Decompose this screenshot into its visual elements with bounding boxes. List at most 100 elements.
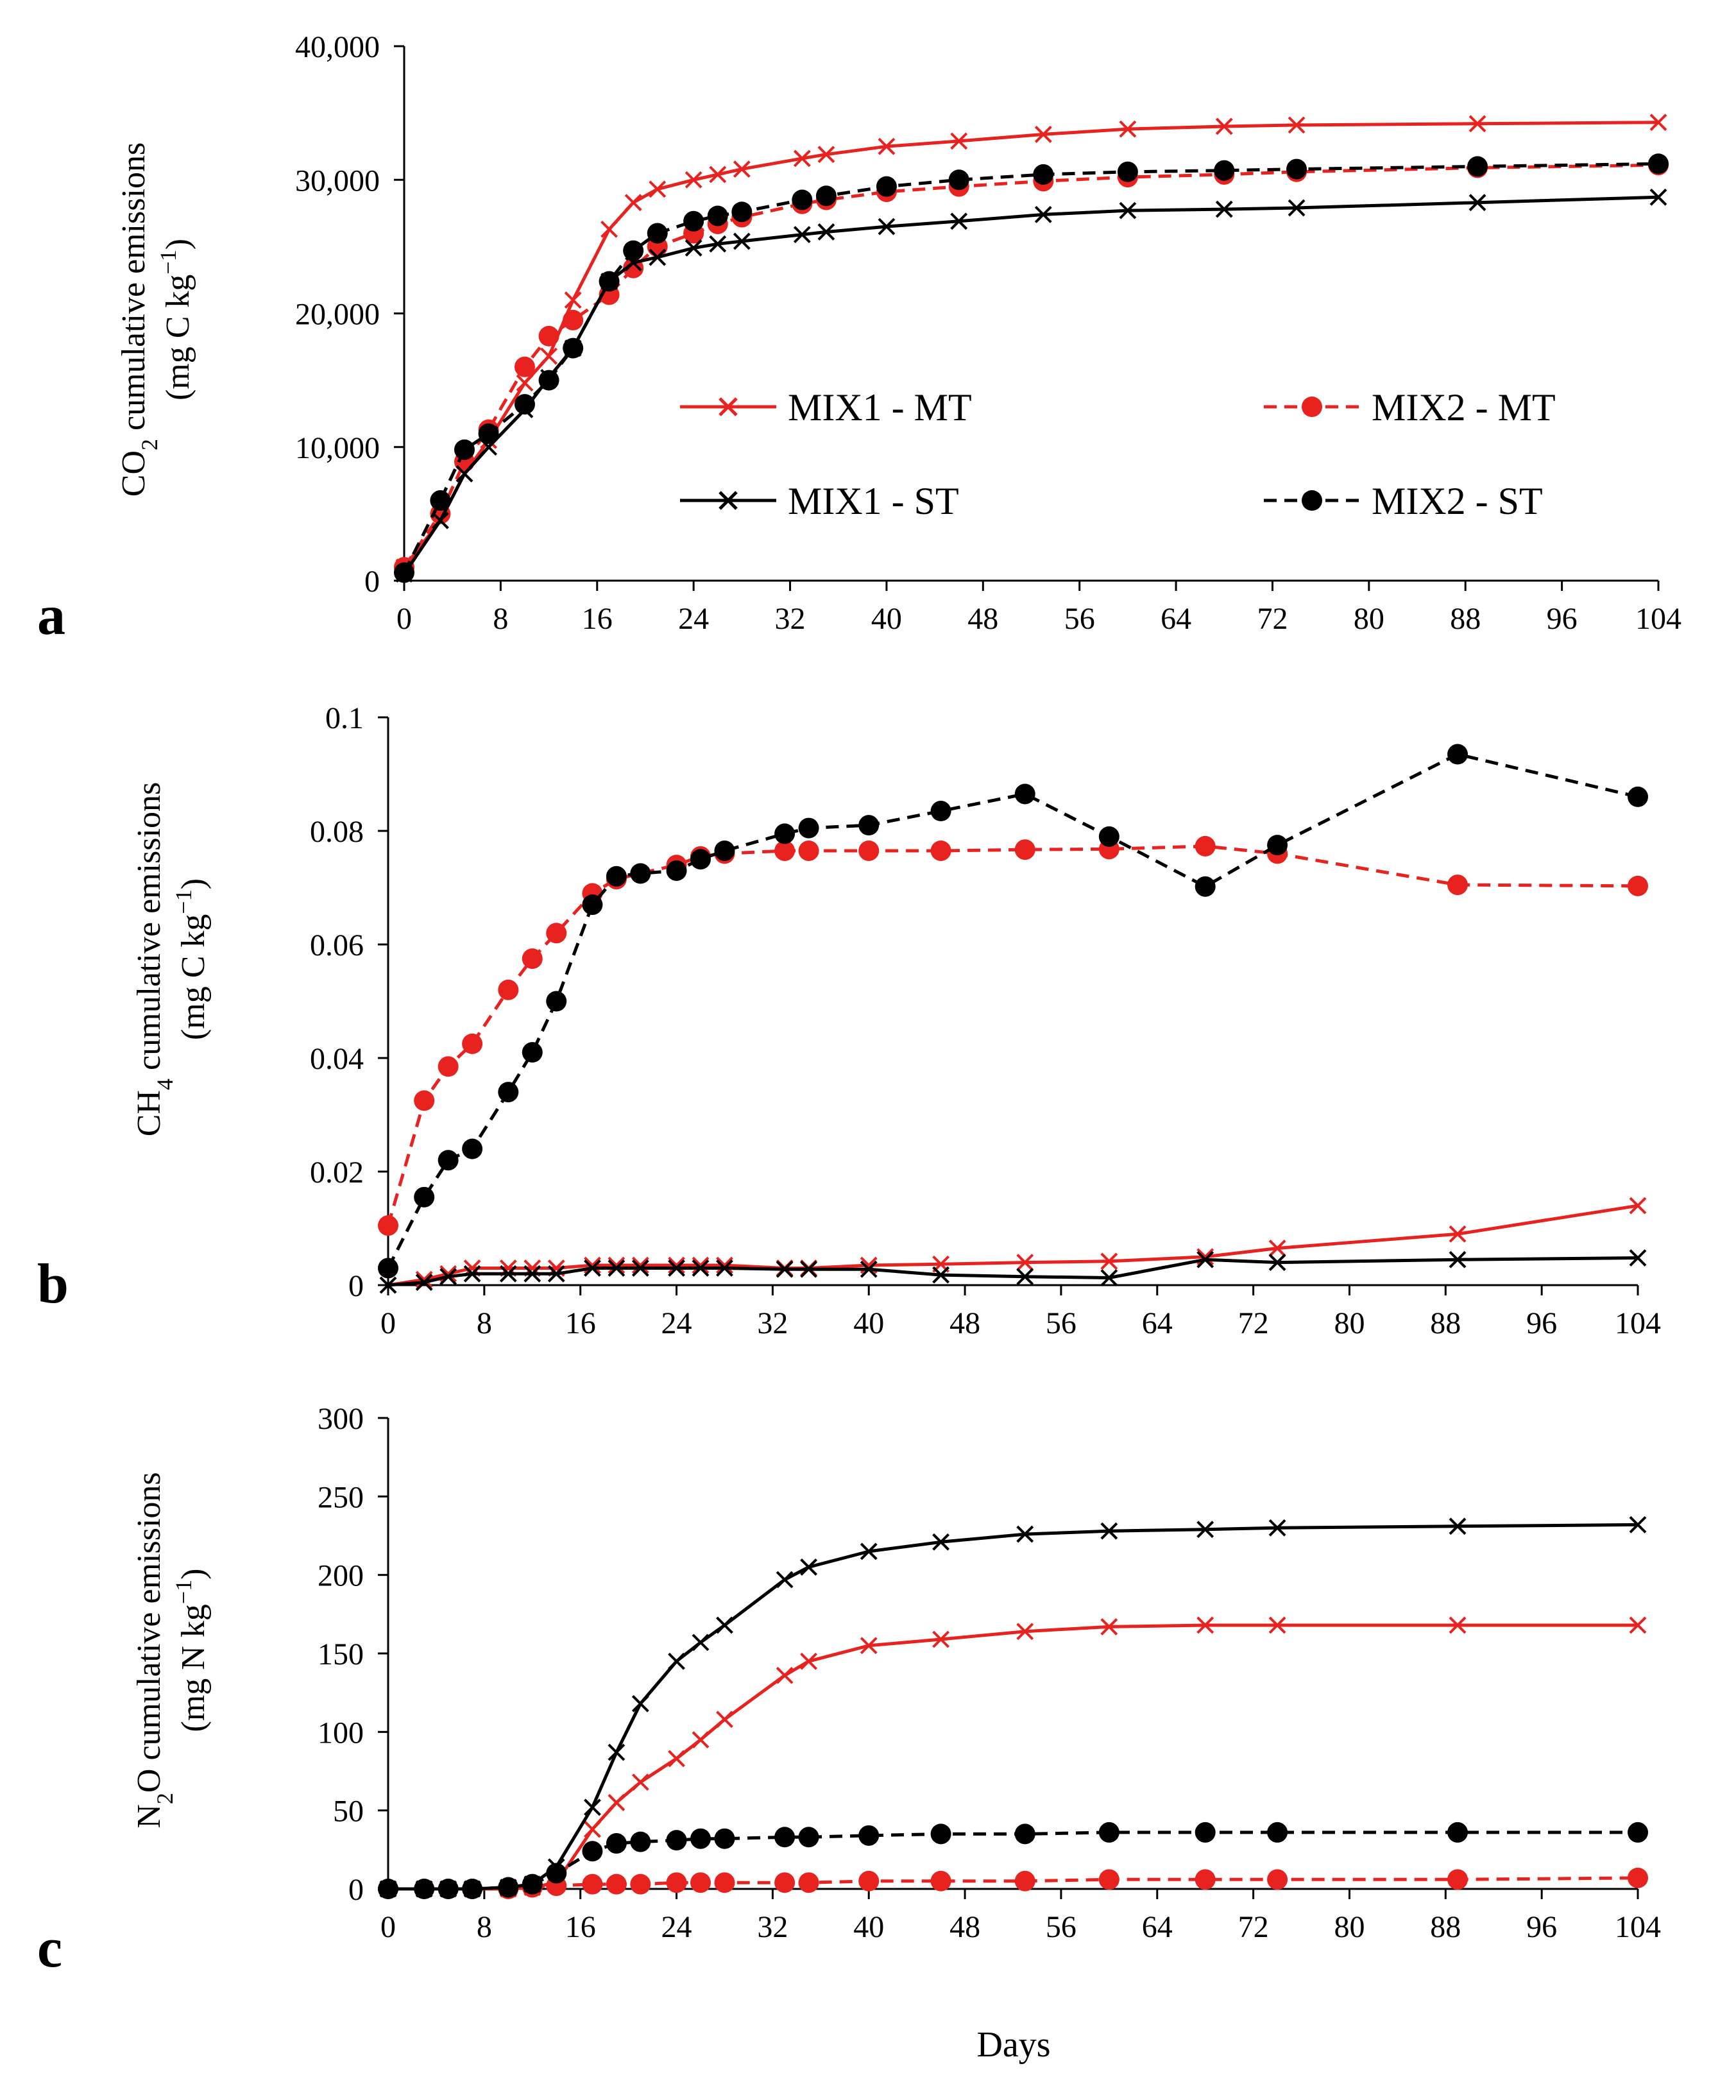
panel-b-x-tick-label: 104 xyxy=(1615,1306,1661,1340)
panel-c-data-point xyxy=(1268,1519,1286,1537)
panel-a-y-tick-label: 40,000 xyxy=(295,30,380,64)
panel-c-x-tick-label: 80 xyxy=(1334,1910,1365,1944)
panel-a-data-point xyxy=(1215,200,1233,218)
panel-b-data-point xyxy=(1447,744,1468,765)
panel-a-data-point xyxy=(1286,158,1307,180)
panel-a-y-tick-label: 30,000 xyxy=(295,164,380,198)
panel-c-data-point xyxy=(584,1798,601,1816)
panel-b-data-point xyxy=(463,1265,481,1283)
panel-b-data-point xyxy=(498,979,519,1000)
panel-c-x-tick-label: 88 xyxy=(1430,1910,1461,1944)
panel-a-x-tick-label: 72 xyxy=(1257,602,1288,636)
panel-c-y-tick-label: 200 xyxy=(318,1559,364,1593)
panel-c-x-tick-label: 48 xyxy=(949,1910,980,1944)
panel-c-series-mix2-st xyxy=(378,1822,1648,1899)
legend-label-mix2-mt: MIX2 - MT xyxy=(1372,386,1556,429)
panel-b-y-tick-label: 0.08 xyxy=(310,815,364,849)
panel-a-data-point xyxy=(793,149,811,167)
panel-c-letter: c xyxy=(37,1917,62,1979)
panel-b-series-mix2-st xyxy=(378,744,1648,1279)
panel-b-data-point xyxy=(379,1276,397,1294)
panel-b-data-point xyxy=(606,866,627,887)
panel-c-data-point xyxy=(498,1877,519,1898)
panel-c-data-point xyxy=(668,1652,685,1670)
panel-c-data-point xyxy=(630,1831,651,1852)
panel-b-y-tick-label: 0 xyxy=(348,1269,364,1303)
panel-c-y-tick-label: 300 xyxy=(318,1402,364,1436)
panel-c-data-point xyxy=(930,1870,951,1891)
panel-b-data-point xyxy=(438,1150,459,1171)
panel-a-data-point xyxy=(1214,160,1235,181)
panel-b-data-point xyxy=(1268,1240,1286,1257)
legend-label-mix2-st: MIX2 - ST xyxy=(1372,480,1543,522)
panel-c-data-point xyxy=(1196,1616,1214,1634)
panel-a-x-tick-label: 104 xyxy=(1635,602,1681,636)
panel-a-y-tick-label: 20,000 xyxy=(295,298,380,332)
panel-c-data-point xyxy=(584,1820,601,1838)
panel-c-data-point xyxy=(608,1794,625,1811)
panel-c-data-point xyxy=(378,1879,398,1899)
panel-c-data-point xyxy=(608,1743,625,1761)
legend-label-mix1-st: MIX1 - ST xyxy=(788,480,959,522)
panel-b-data-point xyxy=(930,801,951,822)
panel-b-series-line-mix2-mt xyxy=(386,844,1638,1226)
panel-a-data-point xyxy=(707,205,728,226)
panel-b-data-point xyxy=(1100,1252,1118,1270)
panel-c-y-label-line1: N2O cumulative emissions xyxy=(131,1472,178,1828)
panel-c-data-point xyxy=(774,1872,796,1893)
panel-b-data-point xyxy=(378,1258,398,1279)
panel-b-y-label-line1: CH4 cumulative emissions xyxy=(131,782,178,1136)
panel-a-data-point xyxy=(563,309,584,330)
panel-a-data-point xyxy=(731,201,753,223)
panel-b-data-point xyxy=(692,1256,710,1274)
panel-a-data-point xyxy=(1649,114,1667,132)
panel-b-data-point xyxy=(1014,783,1035,805)
panel-c-data-point xyxy=(438,1879,459,1899)
panel-c-data-point xyxy=(860,1637,878,1655)
panel-a-data-point xyxy=(478,423,499,444)
panel-c-data-point xyxy=(690,1872,711,1893)
panel-c-data-point xyxy=(606,1833,627,1854)
panel-b-data-point xyxy=(439,1268,457,1286)
panel-b-data-point xyxy=(1628,786,1648,807)
panel-c-data-point xyxy=(582,1841,603,1862)
panel-c-data-point xyxy=(606,1874,627,1895)
panel-a-y-label-line1: CO2 cumulative emissions xyxy=(115,142,162,497)
panel-a-letter: a xyxy=(37,585,65,647)
panel-a-data-point xyxy=(514,394,535,415)
panel-a-data-point xyxy=(649,180,667,198)
panel-b-x-tick-label: 96 xyxy=(1526,1306,1557,1340)
legend-entry-mix1-mt: MIX1 - MT xyxy=(680,386,972,429)
panel-b-data-point xyxy=(1267,835,1288,856)
panel-c-data-point xyxy=(776,1571,794,1589)
panel-b-data-point xyxy=(1196,1251,1214,1268)
panel-a-x-tick-label: 88 xyxy=(1450,602,1481,636)
panel-b-data-point xyxy=(668,1256,685,1274)
panel-b-data-point xyxy=(1100,1269,1118,1286)
panel-a-data-point xyxy=(685,239,702,257)
x-axis-label-days: Days xyxy=(976,2025,1050,2065)
panel-c-data-point xyxy=(1014,1823,1035,1845)
legend-x-marker-icon xyxy=(719,491,738,510)
panel-c-data-point xyxy=(800,1652,817,1670)
panel-b-data-point xyxy=(1016,1254,1034,1272)
panel-b-data-point xyxy=(522,1042,543,1063)
panel-b-y-tick-label: 0.06 xyxy=(310,928,364,962)
panel-a-data-point xyxy=(514,356,535,377)
panel-b-data-point xyxy=(798,817,819,839)
panel-c-data-point xyxy=(666,1872,687,1893)
panel-b-data-point xyxy=(716,1256,733,1274)
panel-b-data-point xyxy=(666,860,687,881)
panel-a-data-point xyxy=(1117,161,1138,182)
panel-b-data-point xyxy=(1195,835,1216,857)
panel-a-data-point xyxy=(792,189,813,210)
panel-b-y-label-line2: (mg C kg−1) xyxy=(171,878,212,1040)
panel-a-x-tick-label: 32 xyxy=(775,602,806,636)
panel-a-data-point xyxy=(817,146,835,164)
panel-b-data-point xyxy=(1014,839,1035,860)
panel-c-data-point xyxy=(582,1874,603,1895)
panel-a-data-point xyxy=(878,137,896,155)
panel-a-data-point xyxy=(600,220,618,238)
panel-b-x-tick-label: 72 xyxy=(1238,1306,1269,1340)
panel-b-y-tick-label: 0.1 xyxy=(325,701,364,735)
